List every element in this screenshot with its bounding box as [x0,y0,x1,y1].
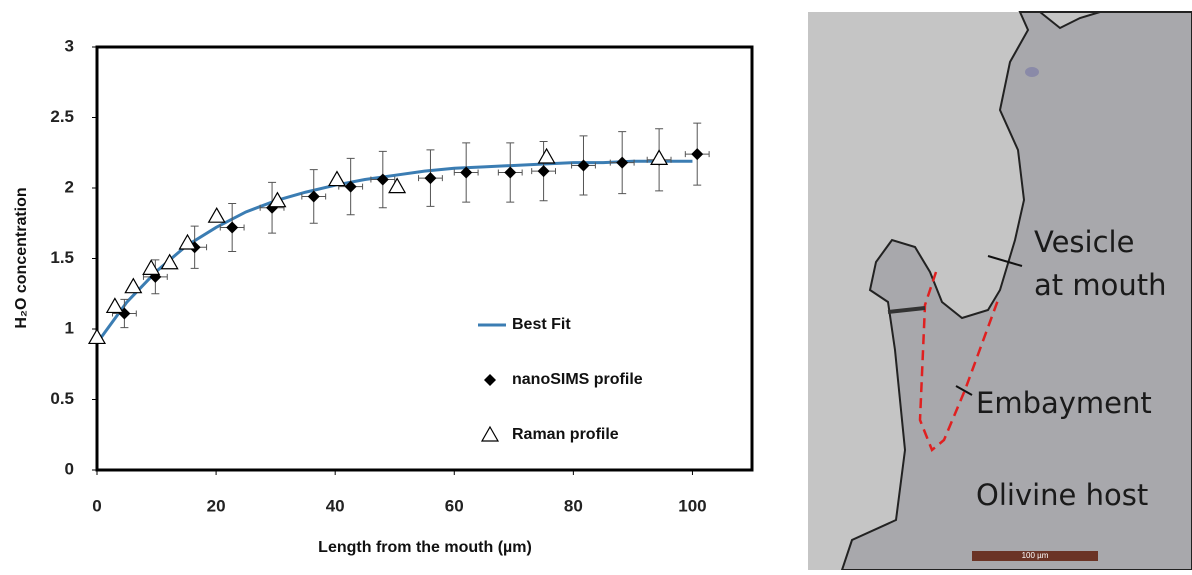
embayment-outline [918,271,1000,453]
y-tick-label: 1.5 [50,248,74,267]
legend-swatch [484,374,496,386]
y-axis-label: H₂O concentration [13,187,30,328]
image-label: at mouth [1034,268,1166,302]
image-label: Olivine host [976,478,1148,512]
fit-line [95,159,693,344]
data-point [105,297,124,314]
y-tick-label: 3 [65,36,74,55]
y-tick-label: 2 [65,177,74,196]
legend-label: Best Fit [512,316,571,333]
x-tick-label: 80 [564,496,583,515]
y-tick-label: 2.5 [50,107,74,126]
scale-bar-label: 100 µm [1022,551,1049,560]
data-point [124,277,143,294]
data-point [691,148,704,161]
data-point [344,180,357,193]
data-point [616,156,629,169]
micrograph: Vesicle at mouth Embayment Olivine host … [808,11,1192,571]
y-tick-label: 0.5 [50,389,74,408]
data-point [424,172,437,185]
data-point [537,165,550,178]
data-point [142,259,161,275]
data-point [268,191,287,208]
vesicle-edge [1037,11,1101,30]
legend-label: Raman profile [512,426,619,443]
data-point [307,190,320,203]
y-tick-label: 0 [65,459,74,478]
legend-label: nanoSIMS profile [512,371,643,388]
x-tick-label: 40 [326,496,345,515]
data-point [226,221,239,234]
image-label: Vesicle [1034,225,1134,259]
scale-bar [972,551,1098,561]
image-label: Embayment [976,386,1152,420]
x-tick-label: 20 [207,496,226,515]
data-point [388,177,407,194]
data-point [460,166,473,179]
data-point [577,159,590,172]
label-pointer [987,255,1023,267]
data-point [376,173,389,186]
x-tick-label: 60 [445,496,464,515]
plot-frame [95,45,754,472]
x-axis-label: Length from the mouth (µm) [318,539,532,556]
x-tick-label: 100 [678,496,706,515]
data-point [327,170,347,187]
y-tick-label: 1 [65,318,74,337]
x-tick-label: 0 [92,496,101,515]
data-point [178,233,197,250]
dark-edge [887,306,926,314]
data-point [504,166,517,179]
inclusion [1025,67,1039,77]
data-point [160,253,179,270]
data-point [87,328,107,345]
data-point [650,149,669,165]
data-point [207,206,226,223]
label-pointer [955,385,973,396]
data-point [537,147,556,164]
olivine-region [840,11,1192,571]
legend-swatch [480,425,500,442]
